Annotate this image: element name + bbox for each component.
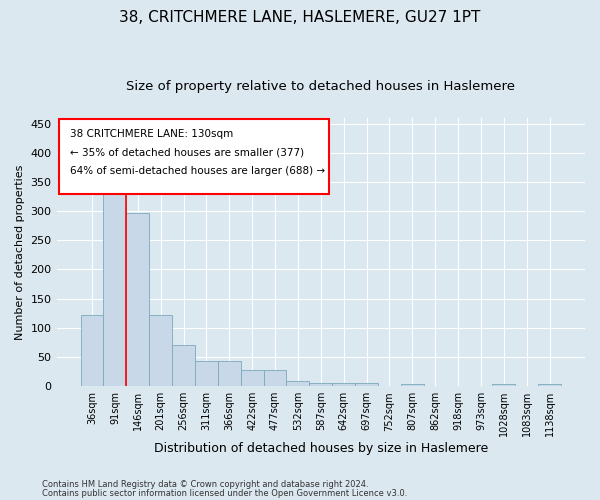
- Bar: [310, 384, 332, 386]
- Bar: [286, 381, 310, 386]
- X-axis label: Distribution of detached houses by size in Haslemere: Distribution of detached houses by size …: [154, 442, 488, 455]
- Bar: [493, 384, 515, 386]
- Title: Size of property relative to detached houses in Haslemere: Size of property relative to detached ho…: [126, 80, 515, 93]
- Text: 64% of semi-detached houses are larger (688) →: 64% of semi-detached houses are larger (…: [70, 166, 325, 176]
- Bar: [149, 315, 172, 386]
- FancyBboxPatch shape: [59, 119, 329, 194]
- Bar: [80, 315, 103, 386]
- Text: Contains public sector information licensed under the Open Government Licence v3: Contains public sector information licen…: [42, 488, 407, 498]
- Bar: [538, 384, 561, 386]
- Bar: [127, 213, 149, 386]
- Bar: [103, 170, 127, 386]
- Bar: [195, 361, 218, 386]
- Text: 38, CRITCHMERE LANE, HASLEMERE, GU27 1PT: 38, CRITCHMERE LANE, HASLEMERE, GU27 1PT: [119, 10, 481, 25]
- Bar: [241, 370, 263, 386]
- Bar: [332, 384, 355, 386]
- Bar: [218, 361, 241, 386]
- Text: ← 35% of detached houses are smaller (377): ← 35% of detached houses are smaller (37…: [70, 148, 304, 158]
- Bar: [355, 384, 378, 386]
- Text: 38 CRITCHMERE LANE: 130sqm: 38 CRITCHMERE LANE: 130sqm: [70, 128, 233, 138]
- Bar: [401, 384, 424, 386]
- Bar: [172, 346, 195, 386]
- Bar: [263, 370, 286, 386]
- Text: Contains HM Land Registry data © Crown copyright and database right 2024.: Contains HM Land Registry data © Crown c…: [42, 480, 368, 489]
- Y-axis label: Number of detached properties: Number of detached properties: [15, 164, 25, 340]
